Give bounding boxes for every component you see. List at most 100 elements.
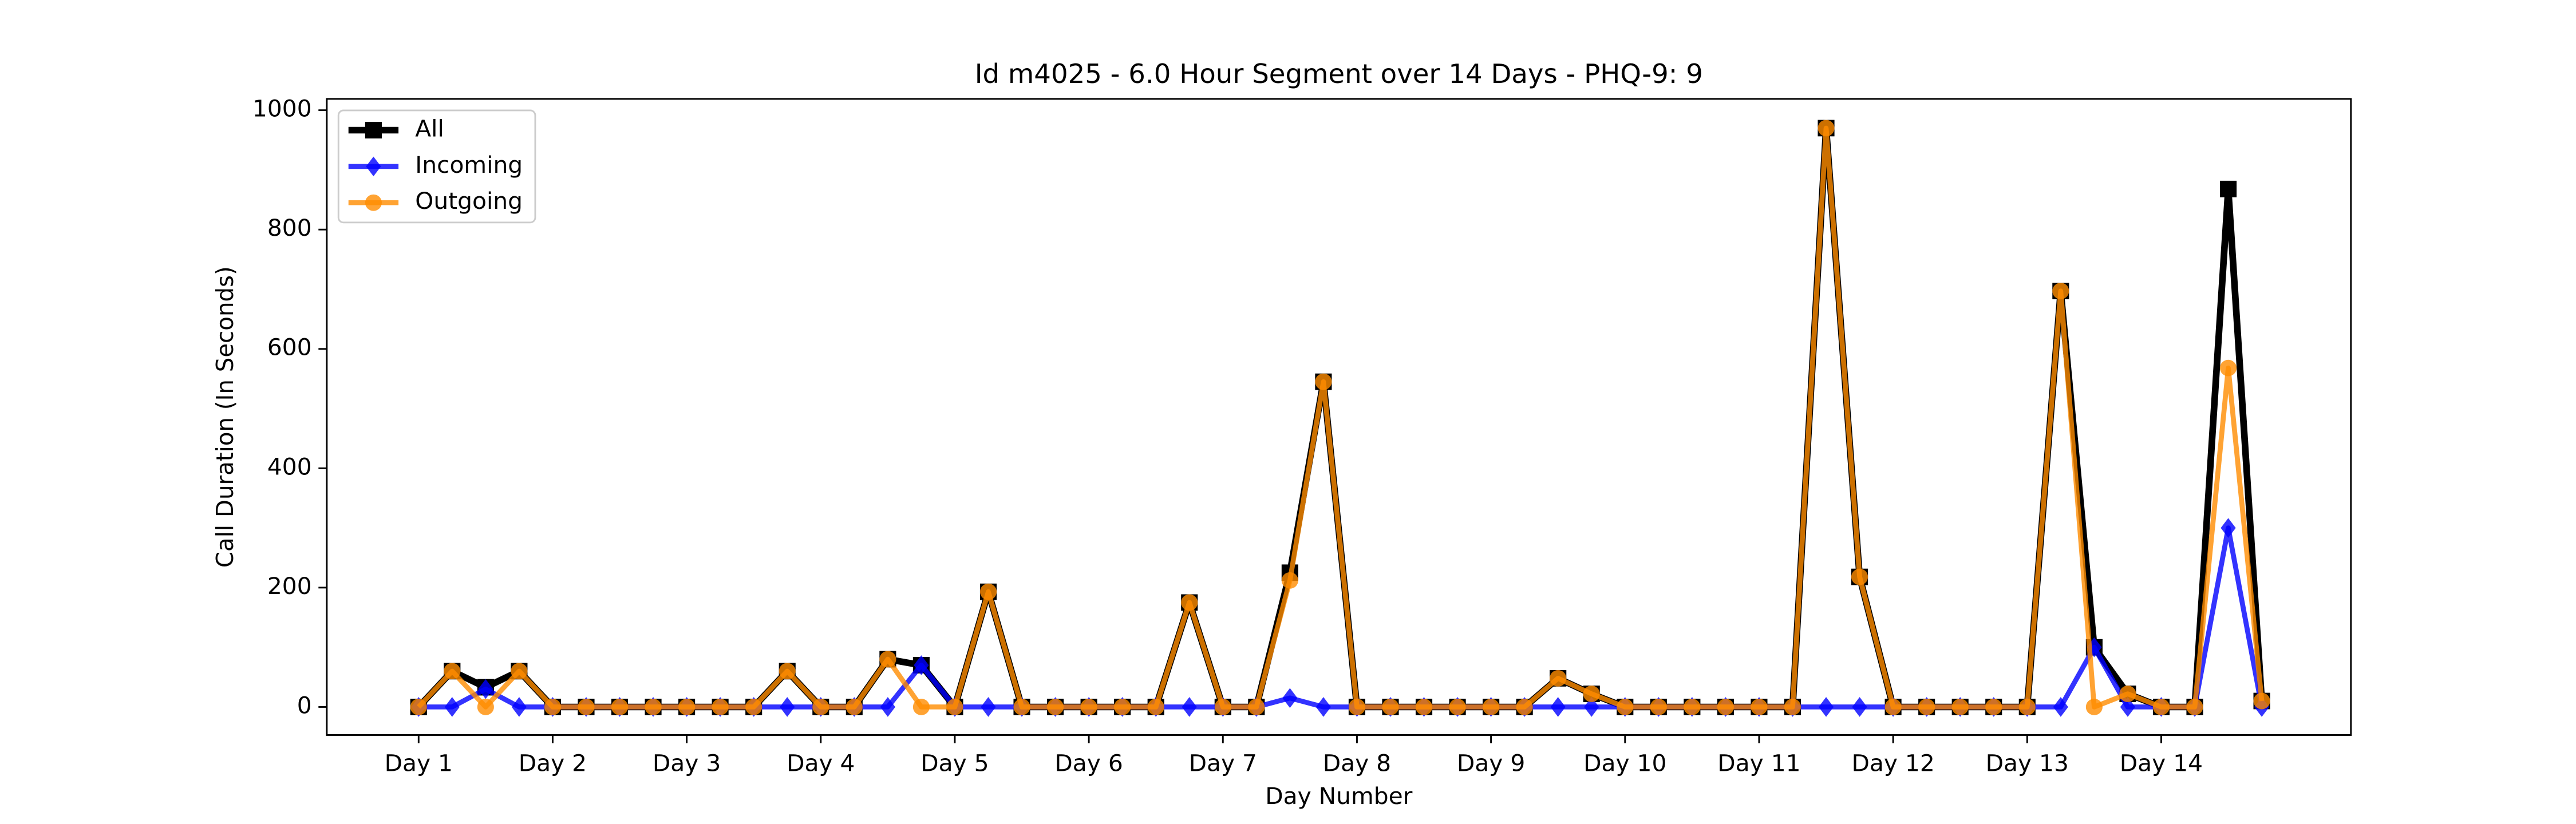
y-axis-label: Call Duration (In Seconds) xyxy=(211,266,239,568)
marker xyxy=(1851,568,1868,585)
marker xyxy=(511,697,527,717)
marker xyxy=(1852,697,1867,717)
marker xyxy=(1951,699,1969,715)
legend-label: Outgoing xyxy=(415,187,523,215)
marker xyxy=(511,663,528,680)
legend-label: Incoming xyxy=(415,151,523,179)
x-tick-label: Day 8 xyxy=(1323,749,1391,777)
marker xyxy=(444,697,460,717)
marker xyxy=(846,699,863,715)
marker xyxy=(1516,699,1533,715)
y-tick-label: 0 xyxy=(297,692,312,719)
legend-marker xyxy=(365,122,382,138)
marker xyxy=(880,697,895,717)
legend-box xyxy=(337,109,536,224)
marker xyxy=(879,651,896,668)
marker xyxy=(1348,699,1366,715)
marker xyxy=(2120,697,2136,717)
marker xyxy=(2053,697,2068,717)
marker xyxy=(1449,699,1466,715)
marker xyxy=(1382,699,1399,715)
marker xyxy=(1281,572,1298,589)
marker xyxy=(1415,699,1433,715)
x-tick-label: Day 3 xyxy=(653,749,721,777)
marker xyxy=(1818,120,1835,137)
x-tick-label: Day 7 xyxy=(1189,749,1257,777)
x-tick-label: Day 11 xyxy=(1717,749,1800,777)
marker xyxy=(2219,180,2237,197)
marker xyxy=(2219,359,2237,377)
x-tick-label: Day 6 xyxy=(1054,749,1123,777)
y-tick-label: 1000 xyxy=(252,95,312,122)
marker xyxy=(2186,699,2203,715)
chart-title: Id m4025 - 6.0 Hour Segment over 14 Days… xyxy=(975,58,1703,89)
marker xyxy=(544,699,562,715)
marker xyxy=(2152,699,2170,715)
marker xyxy=(2253,692,2270,710)
marker xyxy=(2052,283,2069,299)
legend-label: All xyxy=(415,115,444,142)
marker xyxy=(1918,699,1935,715)
marker xyxy=(444,663,461,680)
marker xyxy=(914,655,929,675)
marker xyxy=(979,583,997,600)
marker xyxy=(477,699,494,715)
x-tick-label: Day 12 xyxy=(1851,749,1934,777)
legend-marker xyxy=(365,194,382,211)
marker xyxy=(2119,686,2136,702)
marker xyxy=(779,663,796,680)
marker xyxy=(812,699,829,715)
marker xyxy=(1650,699,1667,715)
x-tick-label: Day 14 xyxy=(2120,749,2203,777)
marker xyxy=(2221,518,2236,538)
y-tick-label: 400 xyxy=(267,453,312,480)
x-tick-label: Day 13 xyxy=(1986,749,2069,777)
marker xyxy=(1684,699,1701,715)
marker xyxy=(1550,670,1567,687)
x-axis-label: Day Number xyxy=(1265,782,1413,810)
marker xyxy=(2085,699,2103,715)
y-tick-label: 800 xyxy=(267,214,312,241)
marker xyxy=(1483,699,1500,715)
marker xyxy=(1248,699,1265,715)
marker xyxy=(410,699,427,715)
marker xyxy=(1985,699,2002,715)
marker xyxy=(912,699,930,715)
marker xyxy=(1884,699,1902,715)
marker xyxy=(981,697,996,717)
marker xyxy=(1584,697,1599,717)
marker xyxy=(2018,699,2036,715)
marker xyxy=(946,699,963,715)
marker xyxy=(1013,699,1030,715)
marker xyxy=(478,679,493,699)
plot-frame xyxy=(326,98,2352,736)
x-tick-label: Day 1 xyxy=(385,749,453,777)
marker xyxy=(1047,699,1064,715)
marker xyxy=(678,699,696,715)
marker xyxy=(1784,699,1801,715)
series-2 xyxy=(410,120,2270,715)
marker xyxy=(1181,594,1198,611)
marker xyxy=(1617,699,1634,715)
y-tick-label: 600 xyxy=(267,334,312,361)
marker xyxy=(1214,699,1231,715)
x-tick-label: Day 4 xyxy=(787,749,855,777)
marker xyxy=(1751,699,1768,715)
x-tick-label: Day 2 xyxy=(519,749,587,777)
marker xyxy=(1182,697,1197,717)
y-tick-label: 200 xyxy=(267,572,312,600)
x-tick-label: Day 9 xyxy=(1457,749,1525,777)
marker xyxy=(1717,699,1734,715)
marker xyxy=(712,699,729,715)
marker xyxy=(1550,697,1566,717)
marker xyxy=(611,699,629,715)
x-tick-label: Day 10 xyxy=(1583,749,1666,777)
marker xyxy=(1315,373,1332,390)
legend: All Incoming Outgoing xyxy=(337,109,536,224)
marker xyxy=(578,699,595,715)
marker xyxy=(1114,699,1131,715)
marker xyxy=(745,699,762,715)
marker xyxy=(1147,699,1164,715)
marker xyxy=(1818,697,1834,717)
